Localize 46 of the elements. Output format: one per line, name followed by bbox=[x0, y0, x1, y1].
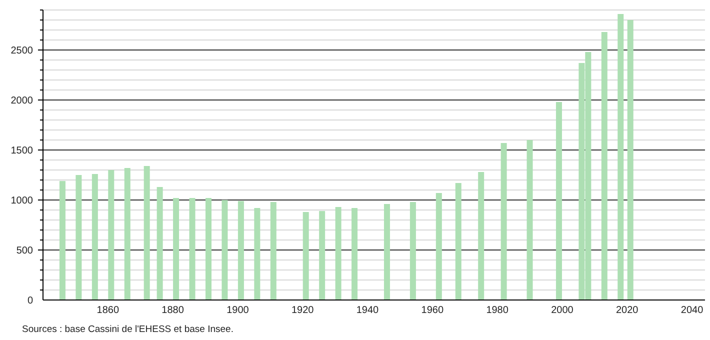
bar bbox=[144, 166, 150, 300]
x-tick-label: 1860 bbox=[96, 305, 120, 316]
y-tick-label: 2000 bbox=[10, 96, 34, 106]
bar bbox=[319, 211, 326, 300]
bar bbox=[92, 174, 98, 300]
x-tick-label: 1920 bbox=[291, 305, 314, 316]
bar bbox=[526, 140, 533, 300]
source-note: Sources : base Cassini de l'EHESS et base Insee. bbox=[22, 324, 234, 335]
bar bbox=[254, 208, 260, 300]
bar bbox=[189, 198, 196, 300]
bar bbox=[108, 170, 114, 300]
x-tick-label: 1960 bbox=[421, 305, 444, 316]
y-tick-label: 2500 bbox=[10, 46, 34, 56]
bar bbox=[124, 168, 130, 300]
bar bbox=[500, 143, 507, 300]
bar bbox=[59, 181, 66, 300]
bar bbox=[270, 202, 276, 300]
bar bbox=[156, 187, 163, 300]
y-tick-label: 1500 bbox=[10, 146, 34, 156]
y-tick-label: 0 bbox=[27, 296, 34, 306]
bar bbox=[556, 102, 562, 300]
bar bbox=[384, 204, 390, 300]
bar bbox=[222, 200, 228, 300]
x-tick-label: 1980 bbox=[486, 305, 509, 316]
x-tick-label: 1940 bbox=[356, 305, 380, 316]
bar bbox=[302, 212, 309, 300]
x-tick-label: 2020 bbox=[616, 305, 639, 316]
x-tick-label: 2040 bbox=[680, 305, 704, 316]
bar bbox=[335, 207, 342, 300]
y-tick-label: 1000 bbox=[10, 196, 34, 206]
x-tick-label: 2000 bbox=[551, 305, 574, 316]
bar bbox=[478, 172, 484, 300]
bar bbox=[627, 20, 634, 300]
bar bbox=[618, 14, 624, 300]
x-tick-label: 1880 bbox=[162, 305, 184, 316]
x-tick-label: 1900 bbox=[226, 305, 250, 316]
bar bbox=[436, 193, 442, 300]
bar bbox=[352, 208, 358, 300]
bar bbox=[206, 198, 212, 300]
bar bbox=[410, 202, 416, 300]
bar bbox=[76, 175, 82, 300]
bar bbox=[601, 32, 608, 300]
bar bbox=[455, 183, 462, 300]
y-tick-label: 500 bbox=[16, 246, 34, 256]
bar bbox=[173, 198, 180, 300]
bar bbox=[238, 201, 244, 300]
